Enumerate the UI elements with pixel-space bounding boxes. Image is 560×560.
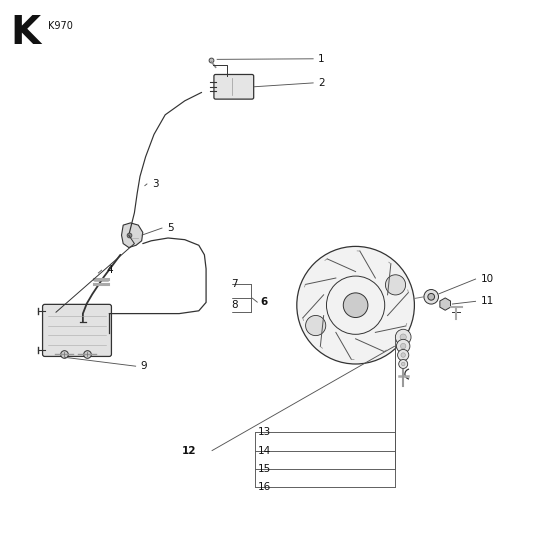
- Text: 1: 1: [318, 54, 325, 64]
- Circle shape: [401, 353, 405, 357]
- Circle shape: [395, 329, 411, 345]
- Circle shape: [428, 293, 435, 300]
- Text: 7: 7: [231, 279, 238, 290]
- Text: 14: 14: [258, 446, 271, 456]
- FancyBboxPatch shape: [214, 74, 254, 99]
- Text: 2: 2: [318, 78, 325, 88]
- Circle shape: [343, 293, 368, 318]
- Text: 11: 11: [480, 296, 494, 306]
- Text: 4: 4: [106, 265, 113, 275]
- Circle shape: [402, 362, 405, 366]
- Text: K970: K970: [48, 21, 72, 31]
- Text: 10: 10: [480, 274, 493, 284]
- Text: 16: 16: [258, 482, 271, 492]
- Text: 15: 15: [258, 464, 271, 474]
- Circle shape: [396, 339, 410, 353]
- Text: 8: 8: [231, 300, 238, 310]
- Circle shape: [400, 334, 407, 340]
- Circle shape: [398, 349, 409, 361]
- Text: K: K: [10, 14, 40, 52]
- Circle shape: [400, 343, 406, 349]
- Circle shape: [297, 246, 414, 364]
- Text: 3: 3: [152, 179, 158, 189]
- Text: 6: 6: [260, 297, 268, 307]
- Circle shape: [306, 315, 326, 335]
- Circle shape: [424, 290, 438, 304]
- Circle shape: [399, 360, 408, 368]
- FancyBboxPatch shape: [43, 305, 111, 357]
- Text: 5: 5: [167, 223, 174, 233]
- Text: 9: 9: [141, 361, 147, 371]
- Circle shape: [385, 275, 405, 295]
- Text: 13: 13: [258, 427, 271, 437]
- Polygon shape: [122, 223, 143, 248]
- Polygon shape: [440, 298, 451, 310]
- Text: 12: 12: [182, 446, 197, 456]
